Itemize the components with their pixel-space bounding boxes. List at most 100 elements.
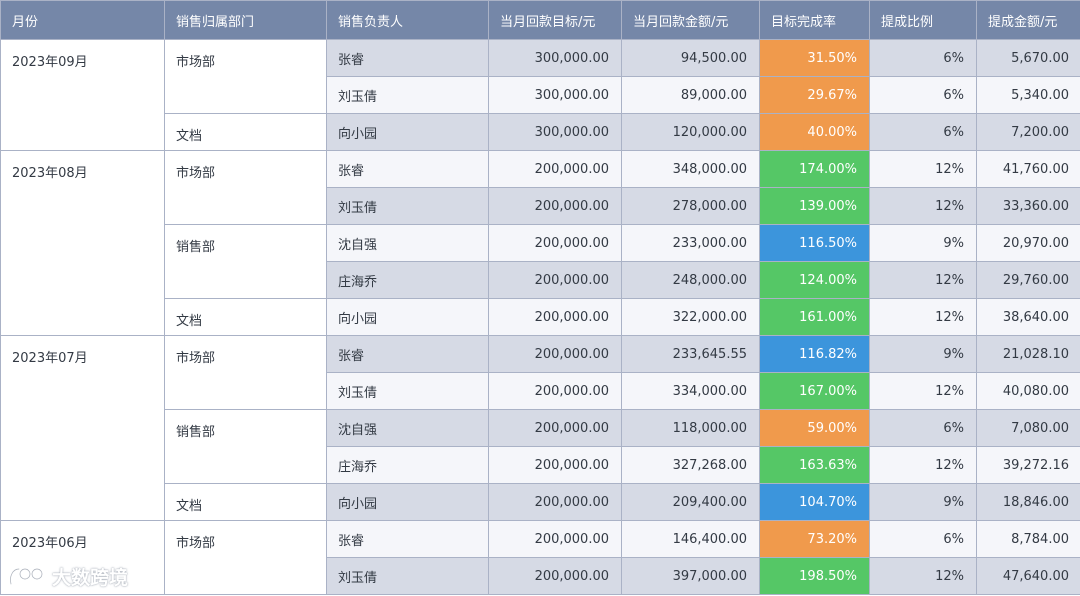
- completion-rate-cell: 174.00%: [759, 150, 870, 188]
- completion-rate-cell: 124.00%: [759, 261, 870, 299]
- commission-amount-cell: 38,640.00: [976, 298, 1080, 336]
- table-row[interactable]: 刘玉倩 200,000.00 278,000.00 139.00% 12% 33,360.…: [1, 187, 1080, 225]
- table-row[interactable]: 2023年09月 市场部 张睿 300,000.00 94,500.00 31.50% 6%…: [0, 39, 1080, 151]
- commission-amount-cell: 29,760.00: [976, 261, 1080, 299]
- completion-rate-cell: 73.20%: [759, 520, 870, 558]
- department-cell: 市场部: [164, 39, 327, 114]
- commission-ratio-cell: 12%: [869, 187, 977, 225]
- amount-cell: 334,000.00: [621, 372, 760, 410]
- completion-rate-cell: 40.00%: [759, 113, 870, 151]
- commission-ratio-cell: 9%: [869, 483, 977, 521]
- amount-cell: 233,645.55: [621, 335, 760, 373]
- completion-rate-cell: 198.50%: [759, 557, 870, 595]
- commission-ratio-cell: 6%: [869, 39, 977, 77]
- month-cell: 2023年07月: [0, 335, 165, 521]
- commission-amount-cell: 40,080.00: [976, 372, 1080, 410]
- amount-cell: 322,000.00: [621, 298, 760, 336]
- commission-amount-cell: 5,670.00: [976, 39, 1080, 77]
- commission-ratio-cell: 6%: [869, 76, 977, 114]
- amount-cell: 327,268.00: [621, 446, 760, 484]
- target-cell: 200,000.00: [488, 335, 622, 373]
- table-row[interactable]: 销售部 沈自强 200,000.00 233,000.00 116.50% 9% 20,97…: [1, 224, 1080, 299]
- table-row[interactable]: 2023年07月 市场部 张睿 200,000.00 233,645.55 116.82%…: [0, 335, 1080, 521]
- brand-logo-icon: [9, 567, 44, 586]
- table-row[interactable]: 文档 向小园 200,000.00 209,400.00 104.70% 9% 18,846…: [1, 483, 1080, 521]
- header-target[interactable]: 当月回款目标/元: [488, 0, 622, 40]
- commission-ratio-cell: 12%: [869, 446, 977, 484]
- month-cell: 2023年08月: [0, 150, 165, 336]
- header-completion-rate[interactable]: 目标完成率: [759, 0, 870, 40]
- table-row[interactable]: 文档 向小园 300,000.00 120,000.00 40.00% 6% 7,200.0…: [1, 113, 1080, 151]
- completion-rate-cell: 59.00%: [759, 409, 870, 447]
- completion-rate-cell: 31.50%: [759, 39, 870, 77]
- amount-cell: 397,000.00: [621, 557, 760, 595]
- table-row[interactable]: 2023年08月 市场部 张睿 200,000.00 348,000.00 174.00%…: [0, 150, 1080, 336]
- target-cell: 300,000.00: [488, 113, 622, 151]
- amount-cell: 278,000.00: [621, 187, 760, 225]
- target-cell: 200,000.00: [488, 409, 622, 447]
- watermark: 大数跨境: [8, 562, 128, 590]
- salesperson-cell: 向小园: [326, 483, 489, 521]
- target-cell: 200,000.00: [488, 187, 622, 225]
- commission-amount-cell: 20,970.00: [976, 224, 1080, 262]
- header-commission-ratio[interactable]: 提成比例: [869, 0, 977, 40]
- salesperson-cell: 向小园: [326, 113, 489, 151]
- header-salesperson[interactable]: 销售负责人: [326, 0, 489, 40]
- salesperson-cell: 沈自强: [326, 409, 489, 447]
- commission-ratio-cell: 6%: [869, 113, 977, 151]
- department-cell: 销售部: [164, 409, 327, 484]
- header-department[interactable]: 销售归属部门: [164, 0, 327, 40]
- completion-rate-cell: 116.50%: [759, 224, 870, 262]
- salesperson-cell: 张睿: [326, 520, 489, 558]
- department-cell: 销售部: [164, 224, 327, 299]
- table-row[interactable]: 2023年06月 市场部 张睿 200,000.00 146,400.00 73.20% 6…: [0, 520, 1080, 595]
- commission-ratio-cell: 6%: [869, 520, 977, 558]
- target-cell: 200,000.00: [488, 520, 622, 558]
- salesperson-cell: 刘玉倩: [326, 187, 489, 225]
- target-cell: 300,000.00: [488, 39, 622, 77]
- table-row[interactable]: 销售部 沈自强 200,000.00 118,000.00 59.00% 6% 7,080.…: [1, 409, 1080, 484]
- table-row[interactable]: 庄海乔 200,000.00 327,268.00 163.63% 12% 39,272.…: [1, 446, 1080, 484]
- watermark-text: 大数跨境: [52, 566, 129, 589]
- department-cell: 市场部: [164, 150, 327, 225]
- table-row[interactable]: 刘玉倩 300,000.00 89,000.00 29.67% 6% 5,340.00: [1, 76, 1080, 114]
- commission-ratio-cell: 12%: [869, 298, 977, 336]
- salesperson-cell: 庄海乔: [326, 446, 489, 484]
- commission-amount-cell: 39,272.16: [976, 446, 1080, 484]
- month-cell: 2023年09月: [0, 39, 165, 151]
- amount-cell: 348,000.00: [621, 150, 760, 188]
- table-row[interactable]: 刘玉倩 200,000.00 397,000.00 198.50% 12% 47,640.…: [1, 557, 1080, 595]
- target-cell: 200,000.00: [488, 557, 622, 595]
- commission-amount-cell: 21,028.10: [976, 335, 1080, 373]
- commission-amount-cell: 8,784.00: [976, 520, 1080, 558]
- commission-amount-cell: 18,846.00: [976, 483, 1080, 521]
- amount-cell: 118,000.00: [621, 409, 760, 447]
- amount-cell: 209,400.00: [621, 483, 760, 521]
- salesperson-cell: 张睿: [326, 39, 489, 77]
- commission-ratio-cell: 9%: [869, 335, 977, 373]
- target-cell: 300,000.00: [488, 76, 622, 114]
- completion-rate-cell: 167.00%: [759, 372, 870, 410]
- commission-amount-cell: 33,360.00: [976, 187, 1080, 225]
- table-row[interactable]: 刘玉倩 200,000.00 334,000.00 167.00% 12% 40,080.…: [1, 372, 1080, 410]
- department-cell: 市场部: [164, 335, 327, 410]
- table-row[interactable]: 文档 向小园 200,000.00 322,000.00 161.00% 12% 38,64…: [1, 298, 1080, 336]
- department-cell: 市场部: [164, 520, 327, 595]
- table-row[interactable]: 庄海乔 200,000.00 248,000.00 124.00% 12% 29,760.…: [1, 261, 1080, 299]
- month-cell: 2023年06月: [0, 520, 165, 595]
- salesperson-cell: 庄海乔: [326, 261, 489, 299]
- commission-amount-cell: 7,200.00: [976, 113, 1080, 151]
- salesperson-cell: 张睿: [326, 335, 489, 373]
- header-amount[interactable]: 当月回款金额/元: [621, 0, 760, 40]
- completion-rate-cell: 161.00%: [759, 298, 870, 336]
- completion-rate-cell: 29.67%: [759, 76, 870, 114]
- header-month[interactable]: 月份: [0, 0, 165, 40]
- salesperson-cell: 向小园: [326, 298, 489, 336]
- commission-ratio-cell: 12%: [869, 372, 977, 410]
- commission-ratio-cell: 12%: [869, 150, 977, 188]
- amount-cell: 89,000.00: [621, 76, 760, 114]
- commission-amount-cell: 5,340.00: [976, 76, 1080, 114]
- header-commission-amount[interactable]: 提成金额/元: [976, 0, 1080, 40]
- target-cell: 200,000.00: [488, 298, 622, 336]
- target-cell: 200,000.00: [488, 224, 622, 262]
